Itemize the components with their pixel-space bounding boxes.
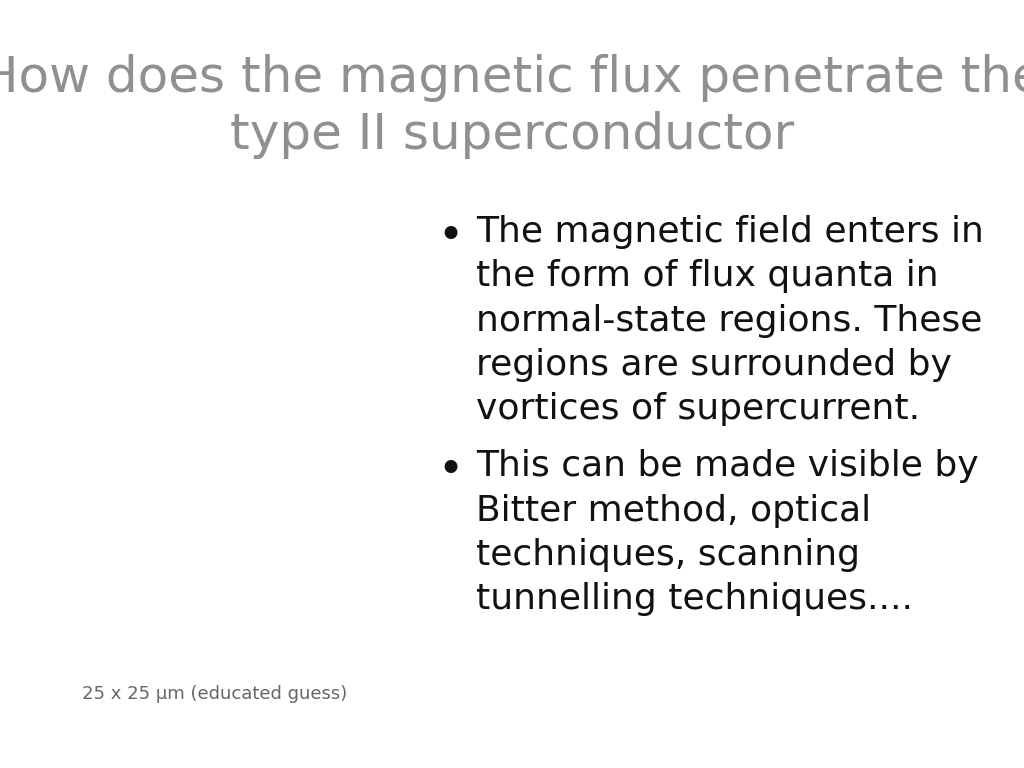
Text: How does the magnetic flux penetrate the
type II superconductor: How does the magnetic flux penetrate the… — [0, 54, 1024, 159]
Text: •: • — [437, 215, 464, 258]
Text: The magnetic field enters in
the form of flux quanta in
normal-state regions. Th: The magnetic field enters in the form of… — [476, 215, 984, 426]
Text: •: • — [437, 449, 464, 492]
Text: 25 x 25 μm (educated guess): 25 x 25 μm (educated guess) — [82, 685, 347, 703]
Text: This can be made visible by
Bitter method, optical
techniques, scanning
tunnelli: This can be made visible by Bitter metho… — [476, 449, 979, 616]
